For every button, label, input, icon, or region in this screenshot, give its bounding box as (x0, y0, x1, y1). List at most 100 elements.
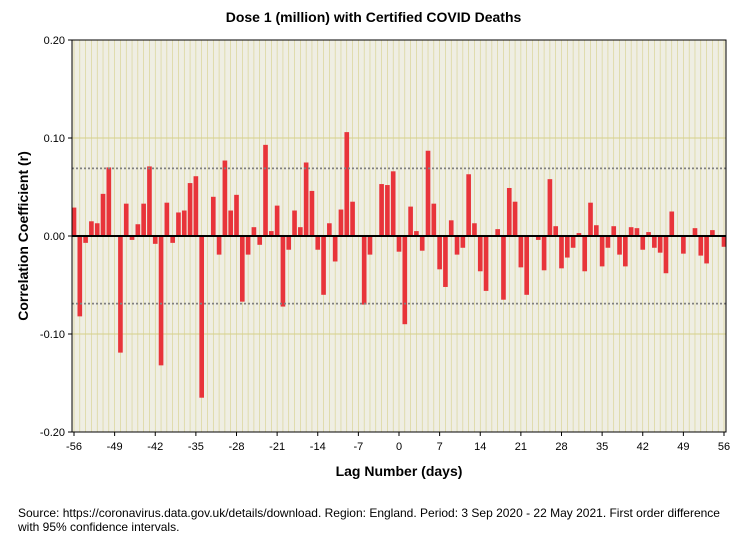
bars (71, 132, 727, 398)
bar (443, 236, 448, 287)
bar (298, 227, 303, 236)
x-tick-label: 0 (396, 441, 402, 453)
bar (199, 236, 204, 398)
x-tick-label: 14 (474, 441, 486, 453)
bar (327, 223, 332, 236)
bar (274, 205, 280, 236)
x-tick-label: -7 (353, 441, 363, 453)
bar (234, 194, 239, 236)
bar (495, 229, 500, 236)
bar (559, 236, 564, 269)
bar (652, 236, 657, 248)
bar (222, 160, 228, 236)
x-tick-label: -35 (188, 441, 204, 453)
bar (466, 174, 471, 236)
bar (332, 236, 338, 262)
x-tick-label: 42 (637, 441, 649, 453)
x-tick-label: 7 (437, 441, 443, 453)
bar (77, 236, 83, 317)
bar (698, 236, 704, 256)
bar (448, 220, 454, 236)
x-tick-label: -56 (66, 441, 82, 453)
bar (396, 236, 402, 252)
bar (477, 236, 483, 272)
bar (210, 196, 216, 236)
bar (83, 236, 88, 243)
bar (599, 236, 605, 267)
x-tick-label: 56 (718, 441, 730, 453)
bar (89, 221, 94, 236)
bar (402, 236, 408, 325)
bar (576, 233, 582, 236)
bar (594, 225, 599, 236)
bar (385, 185, 390, 236)
bar (617, 236, 622, 255)
x-tick-label: -49 (107, 441, 123, 453)
bar (321, 236, 326, 295)
bar (419, 236, 425, 251)
bar (611, 226, 617, 236)
bar (582, 236, 588, 272)
y-tick-label: 0.20 (44, 35, 65, 47)
bar (640, 236, 646, 250)
bar (628, 227, 634, 236)
x-tick-label: -28 (229, 441, 245, 453)
bar (245, 236, 251, 255)
bar (216, 236, 222, 255)
source-note: Source: https://coronavirus.data.gov.uk/… (18, 506, 720, 534)
x-tick-label: 21 (515, 441, 527, 453)
y-axis-label: Correlation Coefficient (r) (15, 151, 31, 321)
bar (100, 193, 106, 236)
x-tick-label: 28 (555, 441, 567, 453)
x-tick-label: -42 (147, 441, 163, 453)
bar (280, 236, 286, 307)
bar (646, 232, 651, 236)
bar (239, 236, 245, 302)
bar (634, 228, 640, 236)
bar (483, 236, 489, 291)
bar (623, 236, 628, 267)
bar (547, 179, 553, 236)
bar (721, 236, 727, 247)
y-tick-label: 0.10 (44, 133, 65, 145)
bar (344, 132, 350, 236)
bar (118, 236, 123, 353)
bar (524, 236, 529, 295)
bar (152, 236, 158, 244)
bar (518, 236, 524, 268)
bar (431, 203, 437, 236)
bar (129, 236, 135, 240)
x-tick-label: -21 (269, 441, 285, 453)
bar (170, 236, 175, 243)
x-tick-label: 35 (596, 441, 608, 453)
bar (147, 166, 152, 236)
bar (292, 210, 297, 236)
y-axis-ticks: 0.20 0.10 0.00 -0.10 -0.20 (40, 35, 72, 439)
bar (361, 236, 367, 305)
bar (454, 236, 460, 255)
bar (251, 227, 257, 236)
bar (472, 223, 477, 236)
bar (681, 236, 686, 254)
bar (512, 201, 518, 236)
bar (437, 236, 442, 270)
bar (141, 203, 146, 236)
bar (338, 209, 344, 236)
bar (564, 236, 570, 258)
bar (303, 162, 309, 236)
bar (350, 201, 355, 236)
bar (315, 236, 321, 250)
bar (164, 202, 170, 236)
bar (367, 236, 373, 255)
x-tick-label: -14 (310, 441, 326, 453)
x-axis-ticks: -56 -49 -42 -35 -28 -21 -14 -7 0 7 14 21 28 35 42 49 56 (66, 432, 730, 453)
bar (263, 144, 268, 236)
bar (460, 236, 466, 248)
bar (135, 224, 141, 236)
bar (379, 184, 384, 236)
y-tick-label: 0.00 (44, 231, 65, 243)
bar (506, 187, 512, 236)
bar (71, 207, 77, 236)
bar (553, 226, 559, 236)
bar (501, 236, 506, 300)
